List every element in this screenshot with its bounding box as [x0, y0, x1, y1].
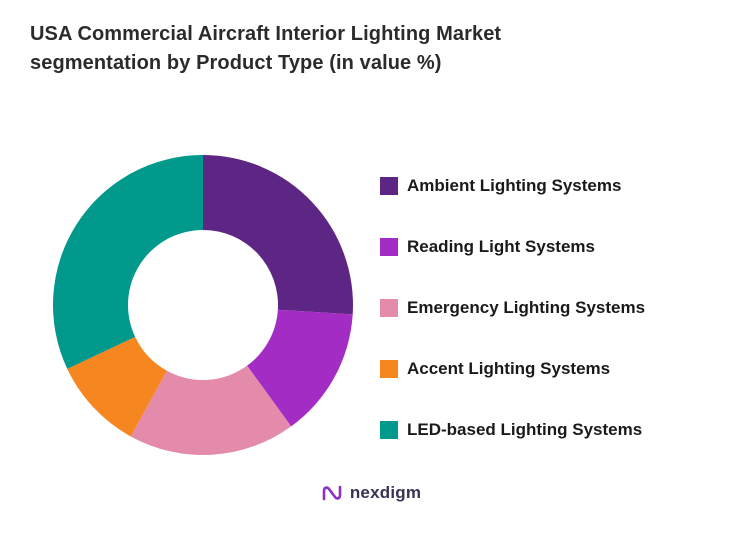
nexdigm-logo: nexdigm: [0, 482, 741, 504]
legend-swatch-accent: [380, 360, 398, 378]
legend-label-accent: Accent Lighting Systems: [407, 359, 611, 378]
legend-item-emergency: Emergency Lighting Systems: [380, 298, 645, 318]
legend-swatch-led: [380, 421, 398, 439]
legend-swatch-reading: [380, 238, 398, 256]
legend-item-ambient: Ambient Lighting Systems: [380, 176, 645, 196]
legend-item-reading: Reading Light Systems: [380, 237, 645, 257]
donut-slice-4: [52, 155, 203, 369]
legend: Ambient Lighting Systems Reading Light S…: [380, 176, 645, 440]
legend-label-reading: Reading Light Systems: [407, 237, 595, 256]
donut-chart: [52, 155, 353, 456]
legend-swatch-emergency: [380, 299, 398, 317]
legend-label-led: LED-based Lighting Systems: [407, 420, 643, 439]
legend-swatch-ambient: [380, 177, 398, 195]
legend-item-led: LED-based Lighting Systems: [380, 420, 645, 440]
legend-label-emergency: Emergency Lighting Systems: [407, 298, 646, 317]
legend-label-ambient: Ambient Lighting Systems: [407, 176, 622, 195]
chart-title: USA Commercial Aircraft Interior Lightin…: [30, 23, 502, 74]
nexdigm-logo-text: nexdigm: [349, 483, 422, 502]
donut-slice-3: [67, 336, 167, 437]
legend-item-accent: Accent Lighting Systems: [380, 359, 645, 379]
donut-slice-0: [203, 155, 353, 315]
donut-chart-container: [48, 150, 358, 460]
nexdigm-wave-icon: [320, 482, 344, 504]
donut-slice-2: [130, 365, 292, 456]
donut-slice-1: [247, 309, 353, 427]
